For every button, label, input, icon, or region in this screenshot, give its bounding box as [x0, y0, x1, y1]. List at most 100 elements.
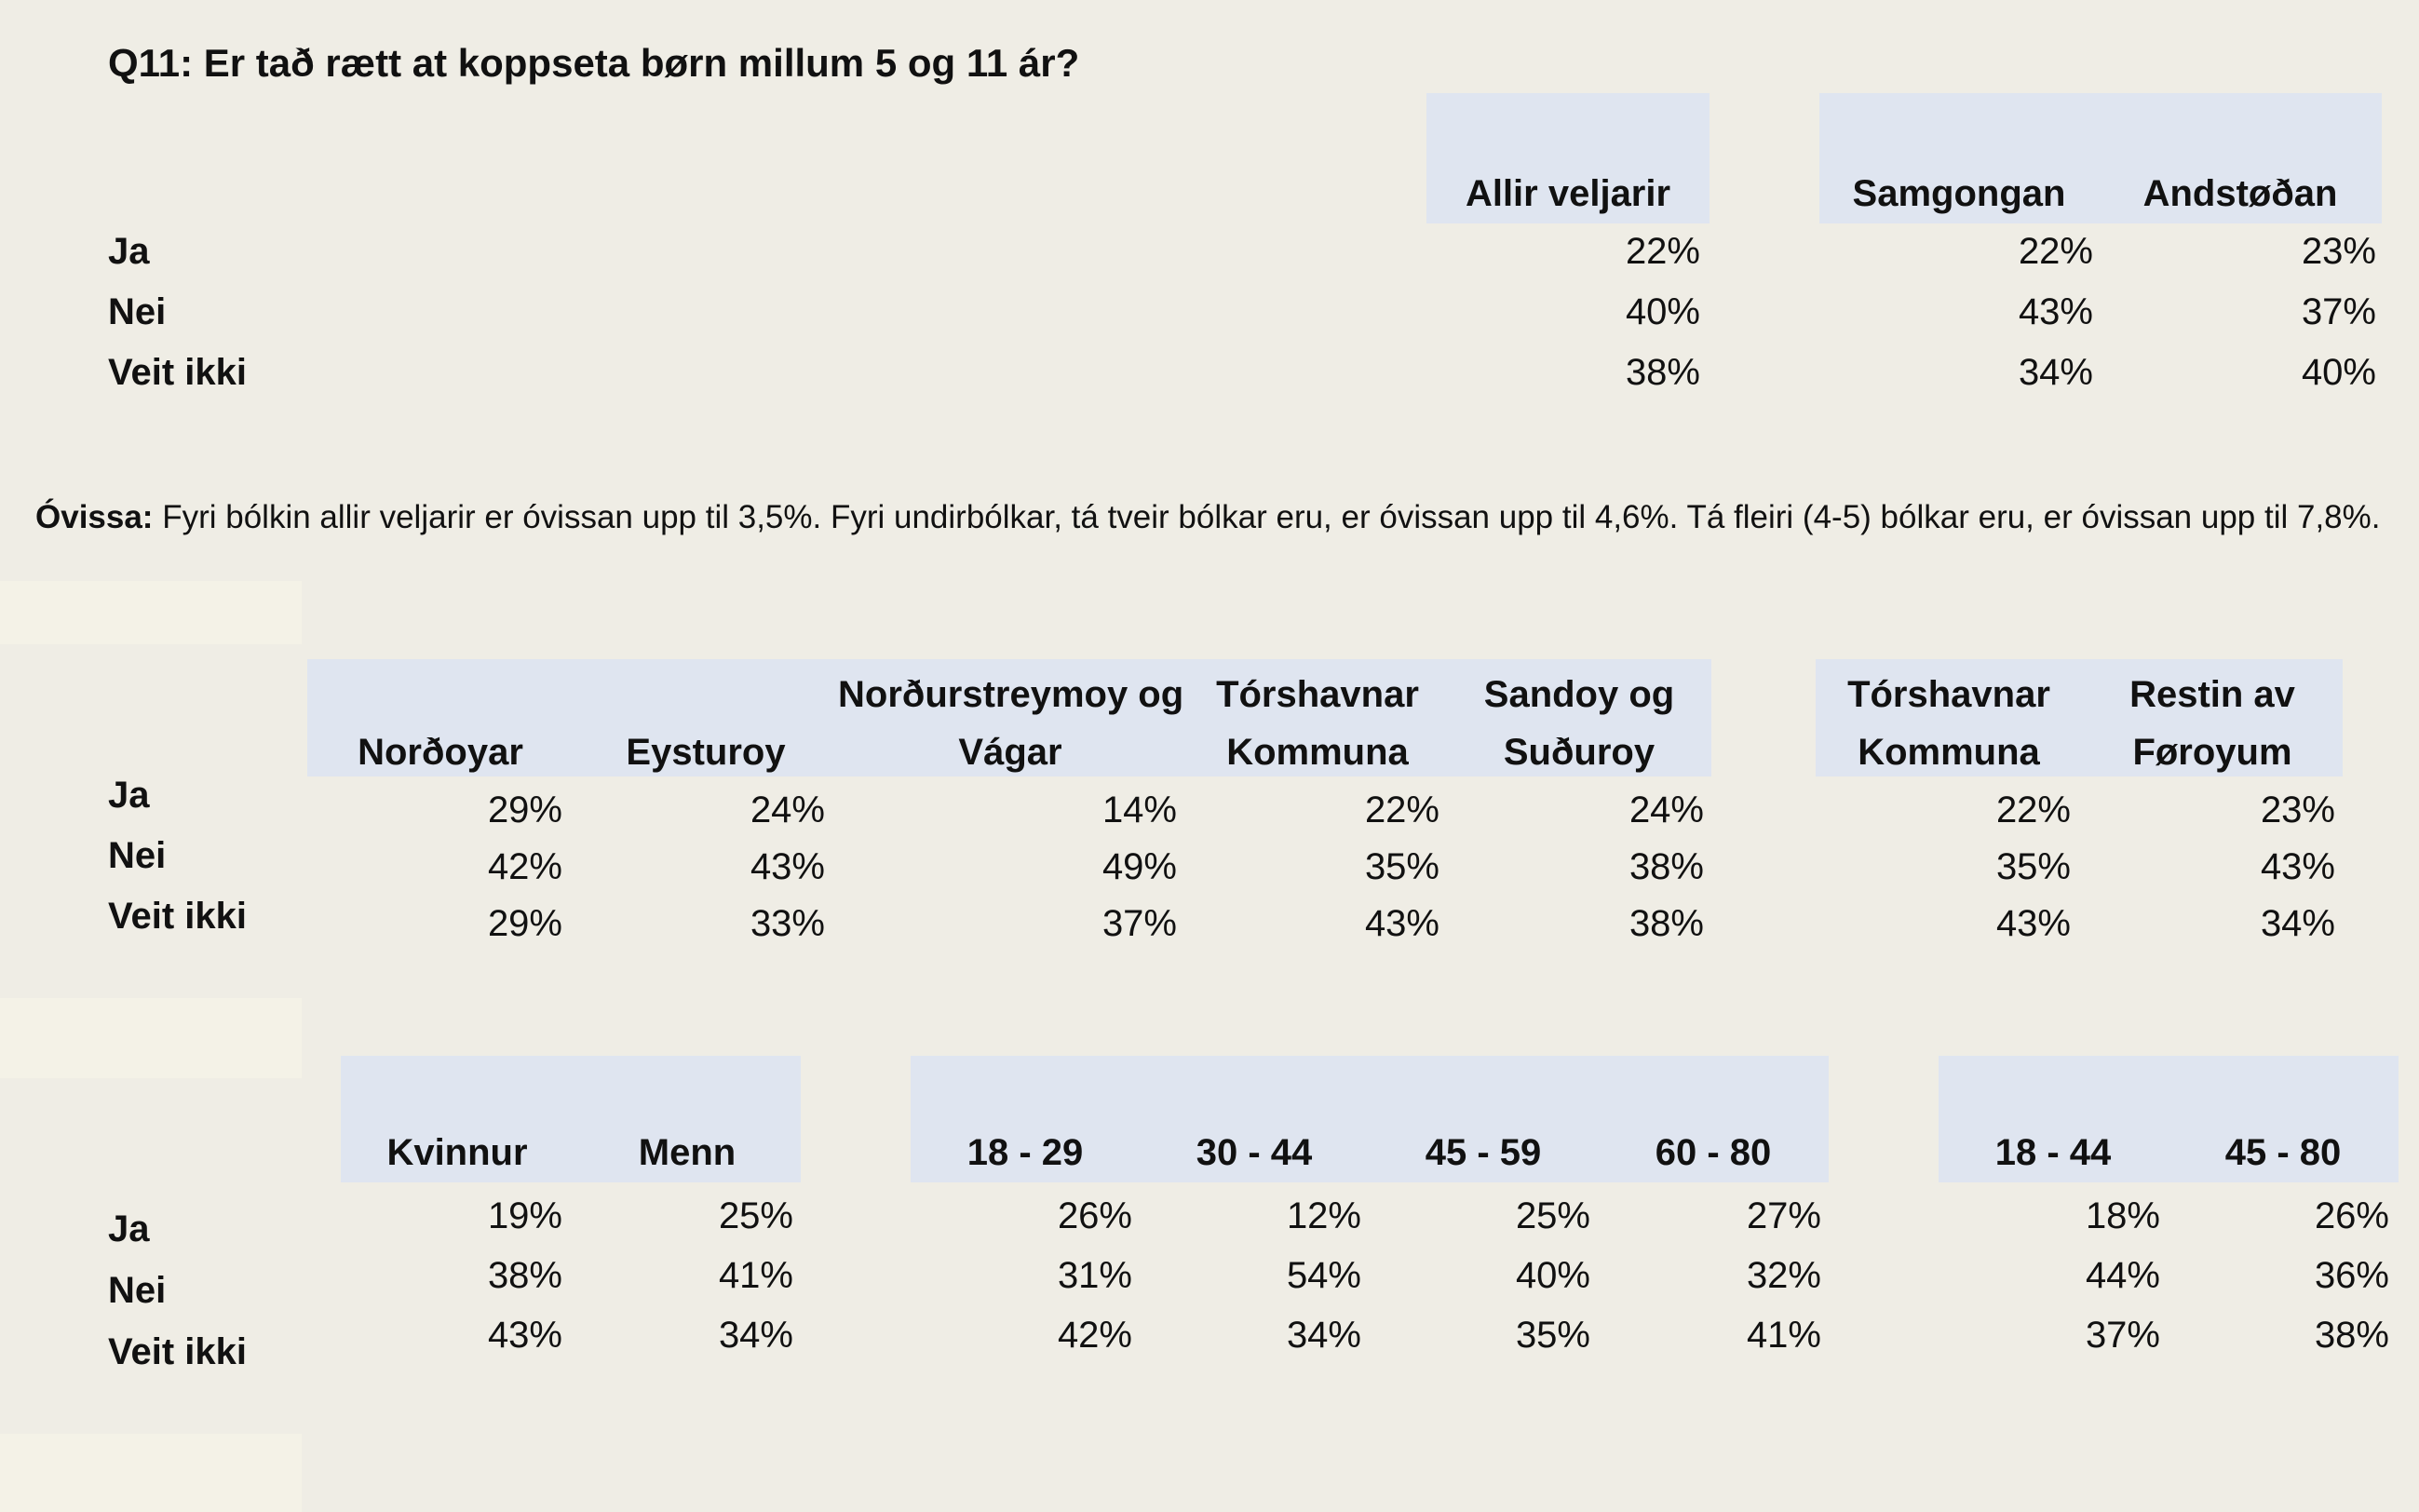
row-label: Veit ikki: [108, 1331, 247, 1372]
column-header-line2: Kommuna: [1858, 732, 2040, 773]
table-cell: 41%: [1746, 1315, 1821, 1356]
table-cell: 34%: [2260, 903, 2335, 944]
column-header: Samgongan: [1852, 173, 2066, 214]
table-cell: 40%: [1515, 1255, 1590, 1296]
page-title: Q11: Er tað rætt at koppseta børn millum…: [108, 41, 1080, 85]
header-bg: [1819, 93, 2382, 223]
column-header: Andstøðan: [2142, 173, 2338, 214]
header-bg: [1939, 1056, 2399, 1182]
column-header-line1: Norðurstreymoy og: [838, 674, 1184, 715]
table-cell: 12%: [1286, 1195, 1361, 1236]
table-cell: 43%: [2260, 846, 2335, 887]
left-stripe: [0, 998, 302, 1078]
table-cell: 40%: [1625, 291, 1700, 332]
table-cell: 43%: [487, 1315, 562, 1356]
column-header-line1: Tórshavnar: [1847, 674, 2050, 715]
row-label: Veit ikki: [108, 896, 247, 937]
left-stripe: [0, 581, 302, 644]
note-text: Fyri bólkin allir veljarir er óvissan up…: [162, 499, 2381, 535]
row-label: Nei: [108, 835, 167, 876]
header-bg: [1816, 659, 2343, 776]
header-bg: [1426, 93, 1710, 223]
table-cell: 22%: [2018, 231, 2093, 272]
row-label: Veit ikki: [108, 352, 247, 393]
table-cell: 34%: [2018, 352, 2093, 393]
table-cell: 22%: [1995, 790, 2071, 830]
table-cell: 36%: [2314, 1255, 2389, 1296]
left-stripe: [0, 1434, 302, 1512]
table-cell: 42%: [487, 846, 562, 887]
row-label: Ja: [108, 1208, 150, 1249]
column-header: 45 - 59: [1425, 1132, 1542, 1173]
column-header: 60 - 80: [1655, 1132, 1772, 1173]
table-cell: 40%: [2301, 352, 2376, 393]
column-header-line1: Restin av: [2129, 674, 2295, 715]
table-cell: 19%: [487, 1195, 562, 1236]
column-header-line2: Føroyum: [2132, 732, 2292, 773]
table-cell: 35%: [1515, 1315, 1590, 1356]
header-bg: [911, 1056, 1829, 1182]
row-label: Nei: [108, 291, 167, 332]
table-cell: 37%: [2301, 291, 2376, 332]
table-cell: 35%: [1995, 846, 2071, 887]
column-header: 18 - 44: [1994, 1132, 2112, 1173]
table-cell: 25%: [1515, 1195, 1590, 1236]
row-label: Ja: [108, 775, 150, 816]
column-header-line2: Norðoyar: [358, 732, 523, 773]
table-cell: 33%: [750, 903, 825, 944]
table-cell: 43%: [1995, 903, 2071, 944]
table-cell: 37%: [1101, 903, 1177, 944]
table-cell: 38%: [1625, 352, 1700, 393]
column-header: 45 - 80: [2224, 1132, 2342, 1173]
table-cell: 27%: [1746, 1195, 1821, 1236]
table-cell: 22%: [1364, 790, 1439, 830]
table-cell: 38%: [1628, 903, 1704, 944]
table-cell: 44%: [2085, 1255, 2160, 1296]
table-cell: 29%: [487, 903, 562, 944]
table-cell: 23%: [2301, 231, 2376, 272]
column-header-line2: Vágar: [958, 732, 1062, 773]
column-header: 30 - 44: [1196, 1132, 1313, 1173]
table-cell: 43%: [750, 846, 825, 887]
table-cell: 43%: [2018, 291, 2093, 332]
table-cell: 35%: [1364, 846, 1439, 887]
table-cell: 32%: [1746, 1255, 1821, 1296]
header-bg: [307, 659, 1711, 776]
column-header: 18 - 29: [966, 1132, 1084, 1173]
note-label: Óvissa:: [35, 499, 154, 535]
row-label: Ja: [108, 231, 150, 272]
row-label: Nei: [108, 1270, 167, 1311]
table-cell: 38%: [1628, 846, 1704, 887]
table-cell: 54%: [1286, 1255, 1361, 1296]
table-cell: 37%: [2085, 1315, 2160, 1356]
column-header-line2: Suðuroy: [1503, 732, 1655, 773]
table-cell: 18%: [2085, 1195, 2160, 1236]
table-cell: 31%: [1057, 1255, 1132, 1296]
uncertainty-note: Óvissa: Fyri bólkin allir veljarir er óv…: [35, 499, 2381, 536]
table-cell: 24%: [750, 790, 825, 830]
table-cell: 25%: [718, 1195, 793, 1236]
table-cell: 14%: [1101, 790, 1177, 830]
column-header: Kvinnur: [386, 1132, 528, 1173]
table-cell: 34%: [718, 1315, 793, 1356]
table-cell: 34%: [1286, 1315, 1361, 1356]
table-cell: 41%: [718, 1255, 793, 1296]
column-header: Menn: [638, 1132, 737, 1173]
table-cell: 43%: [1364, 903, 1439, 944]
column-header-line1: Sandoy og: [1483, 674, 1675, 715]
column-header-line2: Kommuna: [1226, 732, 1409, 773]
column-header: Allir veljarir: [1465, 173, 1671, 214]
header-bg: [341, 1056, 801, 1182]
table-cell: 38%: [2314, 1315, 2389, 1356]
table-cell: 29%: [487, 790, 562, 830]
table-cell: 42%: [1057, 1315, 1132, 1356]
column-header-line2: Eysturoy: [626, 732, 786, 773]
column-header-line1: Tórshavnar: [1216, 674, 1419, 715]
table-cell: 24%: [1628, 790, 1704, 830]
table-cell: 26%: [1057, 1195, 1132, 1236]
table-cell: 22%: [1625, 231, 1700, 272]
table-cell: 23%: [2260, 790, 2335, 830]
table-cell: 49%: [1101, 846, 1177, 887]
table-cell: 38%: [487, 1255, 562, 1296]
table-cell: 26%: [2314, 1195, 2389, 1236]
